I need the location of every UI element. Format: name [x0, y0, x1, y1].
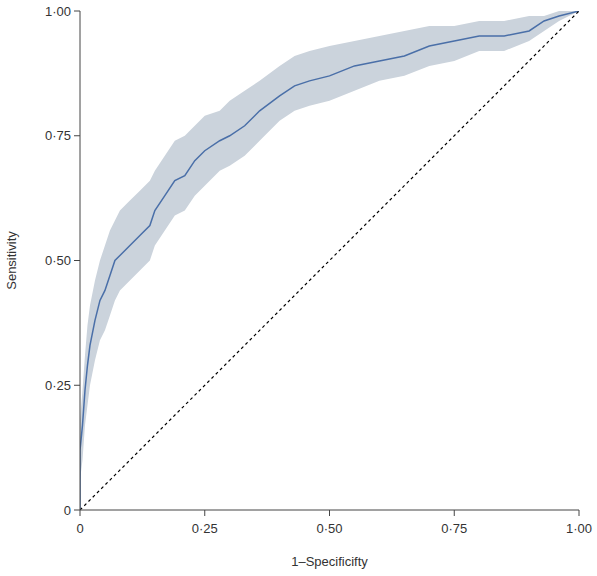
y-tick-label: 1·00 — [45, 4, 71, 19]
x-tick-label: 1·00 — [566, 521, 592, 536]
y-tick-label: 0·75 — [45, 128, 71, 143]
x-tick-label: 0·75 — [441, 521, 467, 536]
x-tick-label: 0 — [76, 521, 83, 536]
y-tick-label: 0·25 — [45, 378, 71, 393]
x-axis-title: 1–Specificifty — [291, 554, 368, 569]
y-tick — [74, 135, 80, 136]
x-tick — [329, 510, 330, 516]
plot-area — [80, 11, 579, 510]
reference-line — [80, 11, 579, 510]
x-tick-label: 0·50 — [316, 521, 342, 536]
y-axis-title: Sensitivity — [4, 231, 19, 290]
x-tick — [204, 510, 205, 516]
x-tick — [579, 510, 580, 516]
roc-curve — [80, 11, 579, 510]
y-tick-label: 0 — [64, 503, 71, 518]
chart: 0 0·25 0·50 0·75 1·00 0 0·25 0·50 0·75 1·00 1–Spec… — [0, 0, 597, 576]
x-tick — [454, 510, 455, 516]
x-tick — [80, 510, 81, 516]
x-tick-label: 0·25 — [192, 521, 218, 536]
y-tick — [74, 385, 80, 386]
y-tick — [74, 260, 80, 261]
y-tick — [74, 11, 80, 12]
confidence-band — [80, 11, 579, 510]
y-tick-label: 0·50 — [45, 253, 71, 268]
y-tick — [74, 510, 80, 511]
